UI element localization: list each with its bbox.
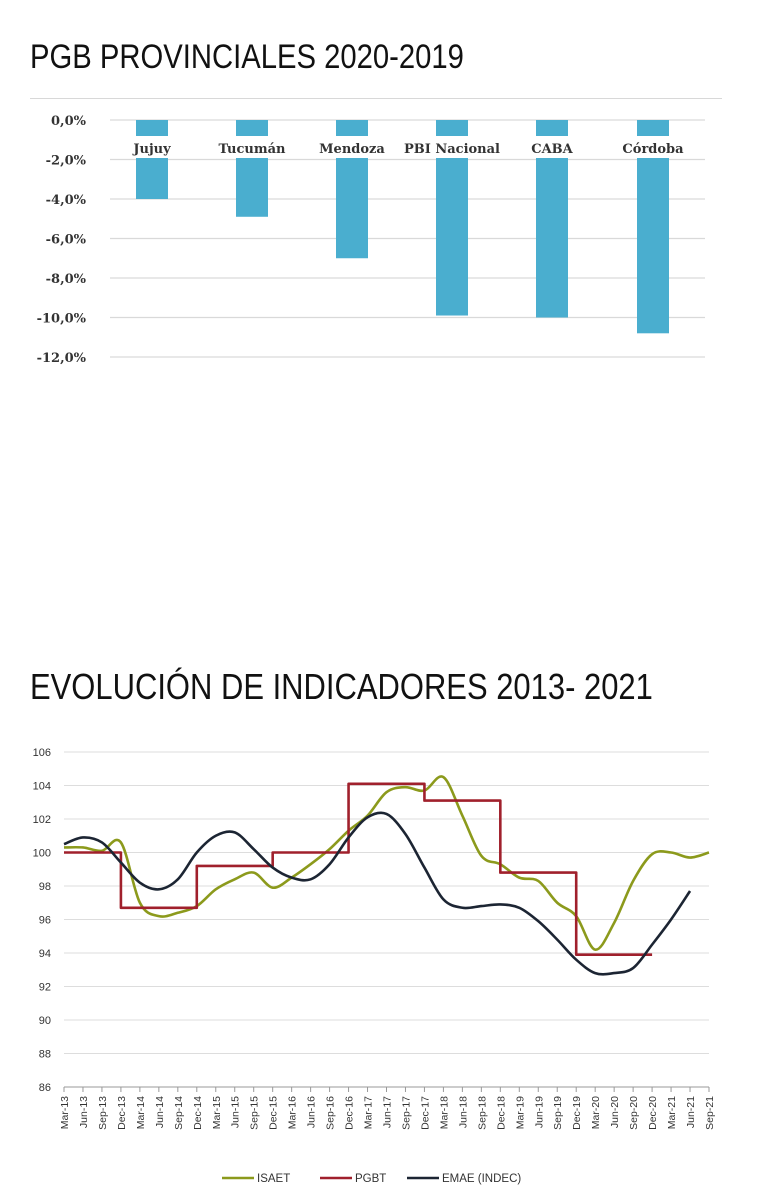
y-tick-label: -4,0% xyxy=(46,193,87,208)
x-tick-label: Jun-18 xyxy=(457,1096,469,1128)
chart-title-provincial-gdp: PGB PROVINCIALES 2020-2019 xyxy=(30,38,464,76)
x-tick-label: Sep-13 xyxy=(97,1096,109,1130)
category-label-background xyxy=(316,136,388,158)
y-tick-label: 100 xyxy=(33,848,51,860)
category-label: Córdoba xyxy=(622,142,684,157)
x-tick-label: Jun-21 xyxy=(685,1096,697,1128)
y-tick-label: 98 xyxy=(39,881,51,893)
bar-jujuy xyxy=(136,120,168,199)
bar-tucumán xyxy=(236,120,268,217)
x-tick-label: Mar-15 xyxy=(211,1096,223,1129)
x-tick-label: Jun-13 xyxy=(78,1096,90,1128)
x-tick-label: Sep-19 xyxy=(552,1096,564,1130)
x-tick-label: Dec-14 xyxy=(192,1096,204,1130)
y-tick-label: 94 xyxy=(39,948,51,960)
series-line-emae-indec xyxy=(63,811,692,976)
category-label: Mendoza xyxy=(319,142,385,157)
category-label-background xyxy=(416,136,488,158)
x-tick-label: Jun-20 xyxy=(609,1096,621,1128)
x-tick-label: Jun-15 xyxy=(230,1096,242,1128)
y-tick-label: 96 xyxy=(39,915,51,927)
y-tick-label: -12,0% xyxy=(37,351,87,366)
x-tick-label: Dec-15 xyxy=(268,1096,280,1130)
x-tick-label: Mar-18 xyxy=(438,1096,450,1129)
y-tick-label: 92 xyxy=(39,982,51,994)
x-tick-label: Mar-21 xyxy=(666,1096,678,1129)
x-tick-label: Mar-19 xyxy=(514,1096,526,1129)
legend-label: ISAET xyxy=(257,1173,290,1185)
x-tick-label: Sep-20 xyxy=(628,1096,640,1130)
x-tick-label: Dec-19 xyxy=(571,1096,583,1130)
x-tick-label: Mar-16 xyxy=(287,1096,299,1129)
bar-chart-provincial-gdp: 0,0% -2,0% -4,0% -6,0% -8,0% -10,0% -12,0% Juju… xyxy=(37,114,705,366)
series-line-isaet xyxy=(63,775,710,951)
y-tick-label: -10,0% xyxy=(37,312,87,327)
x-tick-label: Sep-15 xyxy=(249,1096,261,1130)
y-tick-label: -8,0% xyxy=(46,272,87,287)
line-chart-indicators: 86 88 90 92 94 96 98 100 102 104 106 Mar-13 Jun-13 Se… xyxy=(33,747,716,1185)
x-tick-label: Dec-16 xyxy=(344,1096,356,1130)
category-label: CABA xyxy=(531,142,573,157)
category-label-background xyxy=(516,136,588,158)
x-tick-label: Sep-18 xyxy=(476,1096,488,1130)
x-tick-label: Jun-17 xyxy=(382,1096,394,1128)
x-tick-label: Dec-20 xyxy=(647,1096,659,1130)
category-label: Tucumán xyxy=(219,142,286,157)
y-tick-label: 104 xyxy=(33,781,51,793)
category-label: PBI Nacional xyxy=(404,142,500,157)
x-tick-label: Dec-18 xyxy=(495,1096,507,1130)
series-line-pgbt xyxy=(64,782,653,956)
y-tick-label: 106 xyxy=(33,747,51,759)
y-tick-label: -6,0% xyxy=(46,233,87,248)
x-tick-label: Mar-13 xyxy=(59,1096,71,1129)
y-tick-label: -2,0% xyxy=(46,154,87,169)
x-tick-label: Mar-17 xyxy=(363,1096,375,1129)
legend-label: PGBT xyxy=(355,1173,386,1185)
x-tick-label: Mar-20 xyxy=(590,1096,602,1129)
x-tick-label: Jun-14 xyxy=(154,1096,166,1128)
x-tick-label: Sep-17 xyxy=(400,1096,412,1130)
y-tick-label: 88 xyxy=(39,1049,51,1061)
x-tick-label: Mar-14 xyxy=(135,1096,147,1129)
category-label-background xyxy=(617,136,689,158)
x-tick-label: Sep-21 xyxy=(704,1096,716,1130)
y-tick-label: 90 xyxy=(39,1015,51,1027)
category-label: Jujuy xyxy=(132,142,171,157)
y-tick-label: 102 xyxy=(33,814,51,826)
x-tick-label: Sep-14 xyxy=(173,1096,185,1130)
x-tick-label: Sep-16 xyxy=(325,1096,337,1130)
legend-label: EMAE (INDEC) xyxy=(442,1173,521,1185)
category-label-background xyxy=(116,136,188,158)
x-tick-label: Jun-19 xyxy=(533,1096,545,1128)
category-label-background xyxy=(216,136,288,158)
y-tick-label: 0,0% xyxy=(51,114,87,129)
x-tick-label: Dec-13 xyxy=(116,1096,128,1130)
x-tick-label: Jun-16 xyxy=(306,1096,318,1128)
x-tick-label: Dec-17 xyxy=(419,1096,431,1130)
chart-title-indicators: EVOLUCIÓN DE INDICADORES 2013- 2021 xyxy=(30,666,653,707)
title-underline xyxy=(30,98,722,99)
y-tick-label: 86 xyxy=(39,1082,51,1094)
